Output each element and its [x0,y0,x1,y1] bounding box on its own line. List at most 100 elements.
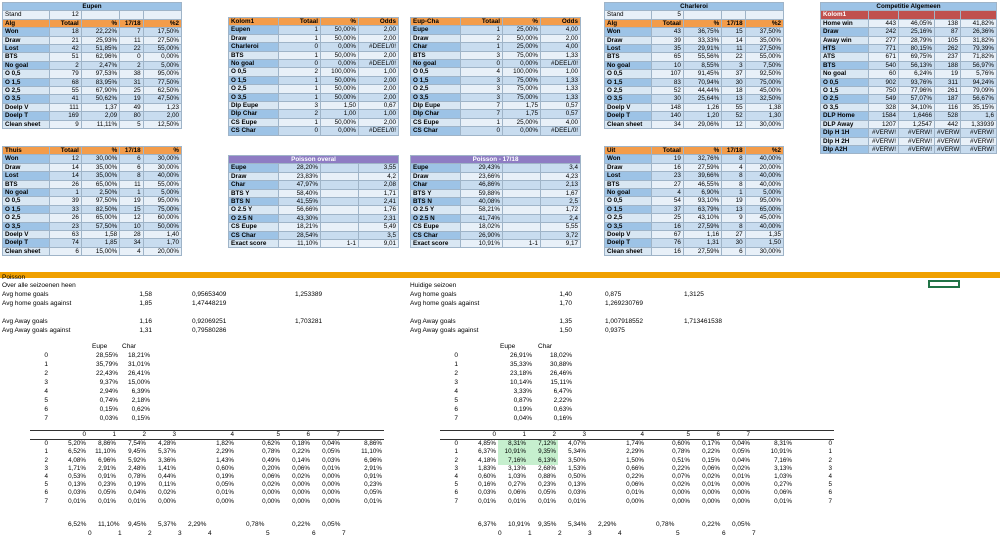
cell[interactable]: BTS [2,52,50,62]
cell[interactable] [119,10,144,20]
cell-text[interactable]: 1,47448219 [192,300,227,307]
cell[interactable]: Dlp Eupe [228,101,279,111]
cell[interactable]: 0,01% [98,497,116,505]
cell[interactable]: 83 [650,77,684,88]
cell[interactable]: 2 [118,429,148,441]
cell-text[interactable]: 1,70 [559,300,572,307]
cell[interactable] [959,10,998,20]
cell[interactable]: 30 [721,77,746,88]
cell[interactable]: O 1,5 [604,77,652,88]
cell-text[interactable]: 7 [44,415,48,422]
cell[interactable]: 0,00% [702,497,720,505]
cell[interactable]: 311 [934,77,961,88]
cell[interactable]: % [142,145,183,156]
cell[interactable]: 79,09% [959,86,998,96]
cell[interactable]: 70,94% [682,77,723,88]
cell[interactable]: %2 [142,18,183,29]
cell[interactable]: 5,34% [568,448,586,456]
cell[interactable]: 0,00% [320,42,359,52]
cell[interactable]: 8,31% [498,439,528,449]
cell[interactable]: 12 [721,119,746,130]
cell[interactable]: 237 [934,52,961,62]
cell[interactable]: 39,66% [682,171,723,181]
cell[interactable]: Eupe [410,163,461,173]
cell[interactable]: 7,16% [774,456,792,464]
cell[interactable]: 3 [721,60,746,71]
cell[interactable]: 1 [44,448,48,456]
cell[interactable]: 55 [48,86,82,96]
cell[interactable]: 30 [650,94,684,104]
cell[interactable] [142,10,183,20]
cell[interactable]: 4 [44,473,48,481]
cell[interactable]: 0,05% [98,489,116,497]
cell[interactable]: 75,00% [502,75,541,86]
cell[interactable]: 1,33 [540,50,581,61]
cell[interactable]: #DEEL/0! [358,59,399,69]
cell-text[interactable]: 7 [454,415,458,422]
cell[interactable]: #VERW! [959,128,998,138]
cell[interactable]: Exact score [228,239,279,249]
cell[interactable]: Won [2,27,50,37]
cell[interactable]: 0,20% [262,464,280,472]
cell[interactable]: 7 [828,497,832,505]
cell[interactable]: 328 [868,102,899,113]
cell[interactable] [502,205,541,215]
cell-text[interactable]: 1,703281 [295,318,323,325]
cell[interactable]: 0 [119,52,144,62]
cell[interactable]: 29,91% [682,44,723,54]
cell[interactable]: Eupen [228,25,279,35]
cell[interactable]: 60,00% [142,213,183,223]
cell[interactable]: 50,62% [80,94,121,104]
cell[interactable]: 2,50% [80,188,121,198]
cell[interactable]: 6 [282,429,312,441]
cell[interactable]: 671 [868,52,899,62]
cell[interactable]: 7 [454,497,458,505]
cell[interactable]: 0,01% [568,497,586,505]
cell[interactable]: 0,16% [478,481,496,489]
cell[interactable]: 1,33 [540,84,581,94]
cell[interactable]: %2 [744,18,785,29]
cell[interactable]: % [80,18,121,29]
cell-text[interactable]: 6,39% [131,388,150,395]
cell[interactable]: 67 [650,230,684,240]
cell[interactable]: 2 [454,456,458,464]
cell[interactable]: 32,76% [682,154,723,164]
cell-text[interactable]: 0 [498,530,502,537]
cell-text[interactable]: 2,29% [188,521,207,528]
cell[interactable]: 9,01 [357,239,400,249]
cell[interactable]: 1 [460,117,503,128]
cell[interactable]: 68 [48,77,82,88]
cell[interactable]: 2,91% [98,464,116,472]
cell[interactable]: 34,10% [898,102,935,113]
cell[interactable]: 0,66% [626,464,644,472]
cell[interactable]: 74 [48,238,82,248]
cell[interactable]: 0 [278,126,321,136]
cell[interactable]: 11 [119,179,144,190]
cell[interactable]: Thuis [2,145,50,156]
cell[interactable] [320,188,359,199]
cell[interactable]: Lost [2,44,50,54]
cell[interactable]: 4,00 [540,117,581,128]
cell[interactable]: 4,07% [568,440,586,448]
cell-text[interactable]: 1,007918552 [605,318,643,325]
cell[interactable]: 4 [119,246,144,257]
cell[interactable]: 3,55 [357,163,400,173]
cell-text[interactable]: 15,11% [550,379,572,386]
cell-text[interactable]: 0,87% [513,397,532,404]
cell-text[interactable]: 9,37% [99,379,118,386]
cell-text[interactable]: 5 [676,530,680,537]
cell[interactable]: % [682,18,723,29]
cell[interactable]: 771 [868,44,899,54]
cell[interactable]: 2,41 [357,197,400,207]
cell[interactable] [502,222,541,232]
cell[interactable]: 8 [721,179,746,190]
cell[interactable]: 25,00% [502,42,541,52]
cell-text[interactable]: Avg Away goals against [410,327,479,334]
cell[interactable]: 0,22% [626,473,644,481]
cell[interactable]: 22 [119,44,144,54]
cell[interactable]: 29,06% [682,119,723,130]
cell[interactable]: 28,54% [278,230,321,241]
cell[interactable]: 1 [278,25,321,35]
cell[interactable]: Lost [2,171,50,181]
cell[interactable]: 7 [119,27,144,37]
